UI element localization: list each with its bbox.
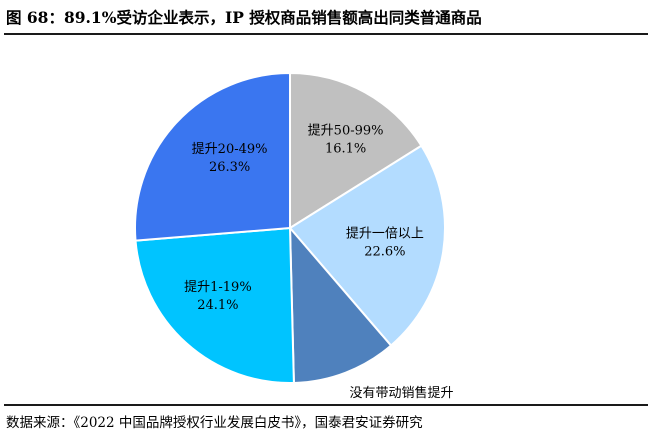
top-rule [4,33,648,35]
pie-slice [289,71,423,230]
slice-value-label: 26.3% [209,160,250,175]
slice-value-label: 24.1% [197,298,238,313]
slice-category-label: 提升50-99% [308,123,384,139]
slice-category-label: 提升一倍以上 [346,226,424,242]
pie-slice [288,144,446,347]
slice-value-label: 22.6% [364,245,405,260]
slice-category-label: 没有带动销售提升 [349,385,453,401]
pie-chart: 提升50-99%16.1%提升一倍以上22.6%没有带动销售提升10.9%提升1… [4,36,648,402]
figure-title: 图 68：89.1%受访企业表示，IP 授权商品销售额高出同类普通商品 [6,8,482,27]
slice-value-label: 16.1% [325,142,366,157]
pie-slice [134,71,291,242]
slice-category-label: 提升20-49% [192,141,268,157]
bottom-rule [4,404,648,406]
source-note: 数据来源：《2022 中国品牌授权行业发展白皮书》，国泰君安证券研究 [6,415,423,431]
pie-slice [288,225,393,384]
pie-slice [134,226,295,384]
slice-category-label: 提升1-19% [184,279,252,295]
